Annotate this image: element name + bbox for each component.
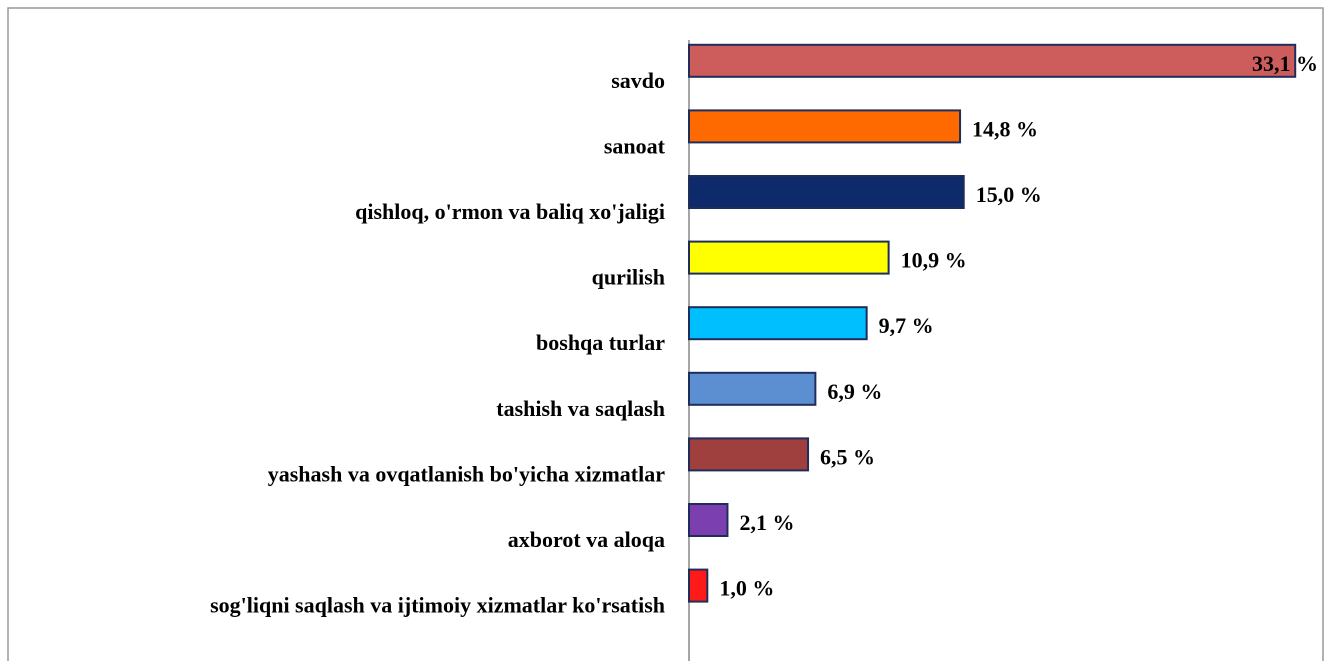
value-label: 15,0 % [976,182,1042,207]
value-label: 10,9 % [901,248,967,273]
bar [688,109,962,144]
bar [688,437,810,472]
value-label: 1,0 % [719,576,774,601]
bar [688,240,890,275]
value-label: 33,1 % [1252,51,1318,76]
value-label: 6,5 % [820,444,875,469]
bar [688,371,817,406]
category-label: tashish va saqlash [496,396,665,421]
category-label: yashash va ovqatlanish bo'yicha xizmatla… [268,461,666,486]
category-label: boshqa turlar [536,330,665,355]
frame [7,7,1324,661]
value-label: 6,9 % [827,379,882,404]
bar [688,568,709,603]
category-label: sog'liqni saqlash va ijtimoiy xizmatlar … [210,593,665,618]
bar [688,175,965,209]
category-label: qurilish [592,265,665,290]
category-label: axborot va aloqa [508,527,665,552]
category-label: qishloq, o'rmon va baliq xo'jaligi [355,199,665,224]
bar [688,503,729,537]
category-label: savdo [611,68,665,93]
bar [688,43,1297,78]
value-label: 9,7 % [879,313,934,338]
category-label: sanoat [604,133,666,158]
value-label: 2,1 % [739,510,794,535]
value-label: 14,8 % [972,116,1038,141]
bar [688,306,868,341]
